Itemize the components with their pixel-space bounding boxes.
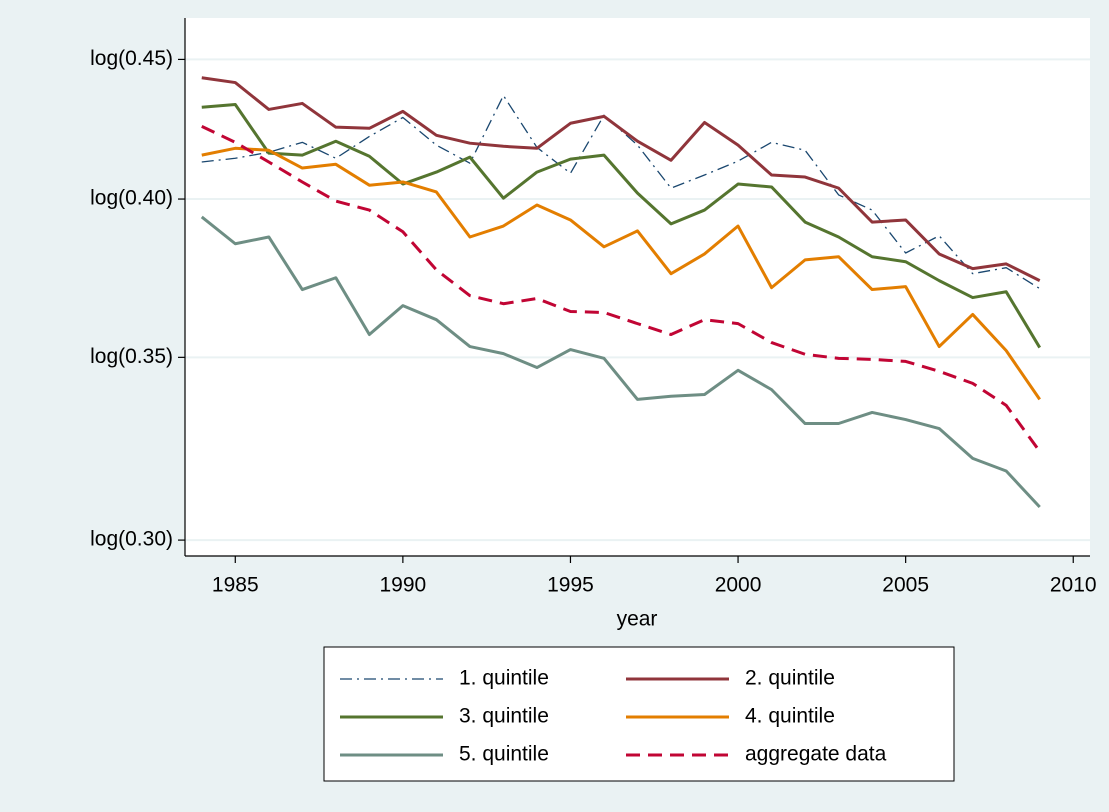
x-tick-label: 1990 [380, 574, 427, 597]
legend-label: 1. quintile [459, 667, 549, 690]
series-line [201, 94, 1041, 290]
x-tick-label: 2000 [715, 574, 762, 597]
legend [323, 646, 955, 782]
x-tick-label: 1995 [547, 574, 594, 597]
x-tick-label: 1985 [212, 574, 259, 597]
legend-label: 3. quintile [459, 705, 549, 728]
legend-label: 2. quintile [745, 667, 835, 690]
plot-area [185, 18, 1090, 556]
x-axis-label: year [617, 608, 658, 631]
series-line [201, 76, 1041, 282]
y-tick-label: log(0.30) [90, 528, 173, 551]
series-line [201, 146, 1041, 401]
y-tick-label: log(0.45) [90, 47, 173, 70]
series-line [201, 124, 1041, 453]
y-tick-label: log(0.35) [90, 345, 173, 368]
series-line [201, 103, 1042, 349]
x-tick-label: 2005 [882, 574, 929, 597]
x-tick-label: 2010 [1050, 574, 1097, 597]
series-line [200, 215, 1041, 508]
legend-label: 5. quintile [459, 743, 549, 766]
legend-label: 4. quintile [745, 705, 835, 728]
legend-label: aggregate data [745, 743, 887, 766]
y-tick-label: log(0.40) [90, 187, 173, 210]
